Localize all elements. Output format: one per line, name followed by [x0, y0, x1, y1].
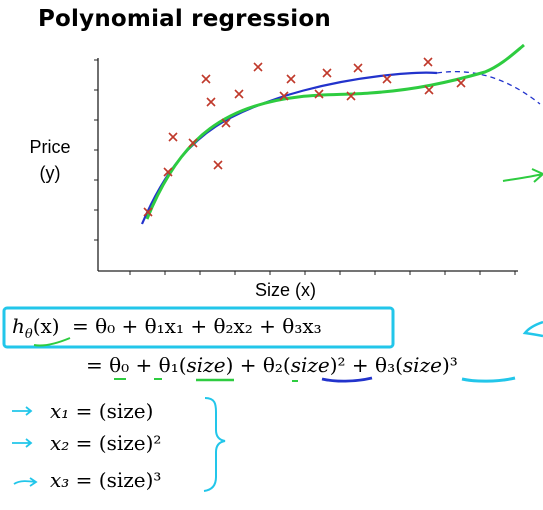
definition-arrow-icon [13, 477, 38, 487]
equation-highlight-box [2, 306, 395, 349]
definition-arrows [12, 406, 38, 487]
definition-x1-lhs: x₁ [50, 399, 70, 423]
expanded-eq-part-1: = θ₀ + θ₁( [86, 353, 187, 377]
definition-x3-lhs: x₃ [50, 468, 70, 492]
data-points [143, 57, 466, 217]
underline-size3 [461, 376, 516, 383]
data-point-x-mark [322, 68, 332, 78]
quadratic-fit-dashed-extension [436, 70, 541, 105]
hypothesis-arg: (x) [32, 314, 60, 338]
annotation-arrow-cyan-right [522, 320, 543, 338]
expanded-eq-part-2: ) + θ₂( [225, 353, 291, 377]
y-axis-label: Price (y) [22, 134, 78, 186]
definition-x3-rhs: = (size)³ [75, 468, 162, 492]
data-point-x-mark [213, 160, 223, 170]
annotation-arrow-green [502, 168, 543, 183]
expanded-eq-part-3: )² + θ₃( [329, 353, 403, 377]
data-point-x-mark [424, 85, 434, 95]
slide-title: Polynomial regression [38, 6, 331, 32]
underline-size2 [321, 376, 373, 383]
size-term-1: size [186, 353, 226, 377]
data-point-x-mark [314, 89, 324, 99]
definition-x2: x₂ = (size)² [50, 431, 161, 455]
data-point-x-mark [206, 97, 216, 107]
hypothesis-equation: hθ(x) = θ₀ + θ₁x₁ + θ₂x₂ + θ₃x₃ [12, 314, 322, 342]
definition-x2-rhs: = (size)² [75, 431, 162, 455]
data-point-x-mark [168, 132, 178, 142]
size-term-2: size [290, 353, 330, 377]
definition-x1: x₁ = (size) [50, 399, 153, 423]
expanded-equation: = θ₀ + θ₁(size) + θ₂(size)² + θ₃(size)³ [86, 353, 458, 377]
definition-x3: x₃ = (size)³ [50, 468, 161, 492]
data-point-x-mark [456, 78, 466, 88]
data-point-x-mark [221, 118, 231, 128]
data-point-x-mark [286, 74, 296, 84]
data-point-x-mark [234, 89, 244, 99]
definitions-brace [203, 397, 226, 492]
definition-arrow-icon [12, 438, 33, 448]
data-point-x-mark [423, 57, 433, 67]
data-point-x-mark [346, 91, 356, 101]
y-axis-ticks [94, 59, 98, 241]
data-point-x-mark [353, 63, 363, 73]
y-axis-label-line-1: Price [29, 137, 71, 157]
cubic-fit-curve [145, 43, 525, 220]
hypothesis-theta-subscript: θ [24, 327, 33, 342]
definition-x1-rhs: = (size) [75, 399, 154, 423]
data-point-x-mark [188, 138, 198, 148]
definition-arrow-icon [12, 406, 33, 416]
x-axis-ticks [129, 271, 516, 275]
data-point-x-mark [143, 207, 153, 217]
quadratic-fit-curve [140, 71, 438, 225]
hypothesis-rhs: = θ₀ + θ₁x₁ + θ₂x₂ + θ₃x₃ [71, 314, 322, 338]
data-point-x-mark [382, 74, 392, 84]
expanded-eq-part-4: )³ [441, 353, 458, 377]
data-point-x-mark [253, 62, 263, 72]
data-point-x-mark [279, 91, 289, 101]
y-axis-label-line-2: (y) [39, 163, 61, 183]
size-term-3: size [402, 353, 442, 377]
data-point-x-mark [201, 74, 211, 84]
lhs-underline-green [33, 337, 71, 347]
data-point-x-mark [163, 167, 173, 177]
x-axis-label: Size (x) [255, 280, 317, 300]
definition-x2-lhs: x₂ [50, 431, 70, 455]
hypothesis-h: h [12, 314, 25, 338]
